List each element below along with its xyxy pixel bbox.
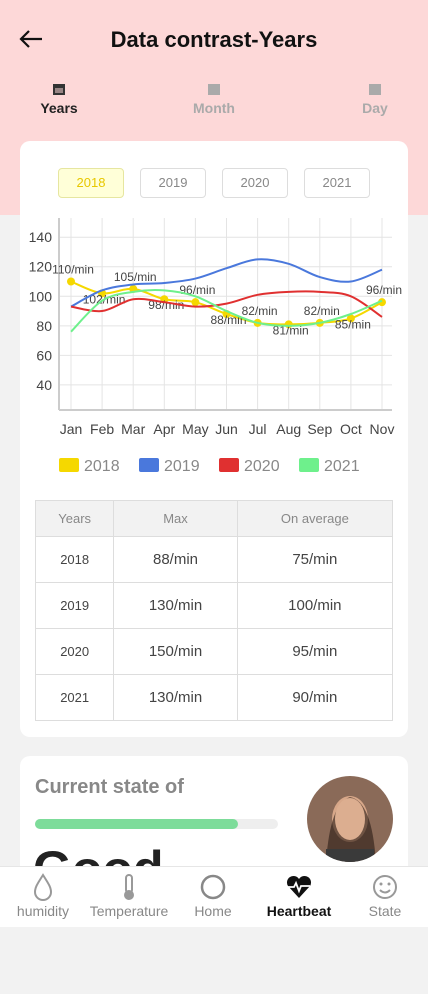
- chart: 40 60 80 100 120 140 Jan Feb Mar Apr May Jun Jul Aug S…: [29, 218, 402, 475]
- legend-label: 2019: [164, 458, 200, 475]
- table-row: 2019 130/min 100/min: [34, 582, 394, 629]
- nav-item[interactable]: humidity: [0, 873, 86, 919]
- table-row: 2018 88/min 75/min: [34, 536, 394, 583]
- data-label: 96/min: [179, 283, 215, 297]
- legend-swatch: [299, 458, 319, 472]
- header-cell: On average: [236, 500, 394, 537]
- x-tick-label: May: [182, 421, 208, 437]
- x-tick-label: Sep: [307, 421, 332, 437]
- legend-swatch: [59, 458, 79, 472]
- data-label: 105/min: [114, 270, 157, 284]
- series-line: [70, 289, 383, 333]
- data-label: 96/min: [366, 283, 402, 297]
- legend-swatch: [219, 458, 239, 472]
- legend-swatch: [139, 458, 159, 472]
- cell: 130/min: [113, 674, 238, 721]
- header-cell: Years: [34, 500, 115, 537]
- y-tick-label: 60: [36, 347, 52, 363]
- x-tick-label: Oct: [340, 421, 362, 437]
- header-cell: Max: [113, 500, 238, 537]
- y-tick-label: 100: [29, 288, 53, 304]
- cell: 2019: [34, 582, 115, 629]
- legend-label: 2018: [84, 458, 120, 475]
- x-tick-label: Feb: [90, 421, 114, 437]
- x-tick-label: Mar: [121, 421, 145, 437]
- nav-label: humidity: [16, 903, 70, 919]
- table-row: 2020 150/min 95/min: [34, 628, 394, 675]
- y-tick-label: 140: [29, 229, 53, 245]
- table-row: 2021 130/min 90/min: [34, 674, 394, 721]
- bottom-nav: humidity Temperature Home Heartbeat Stat…: [0, 866, 428, 927]
- data-table: Years Max On average 2018 88/min 75/min 2019…: [34, 500, 394, 721]
- nav-item[interactable]: Home: [170, 873, 256, 919]
- data-point: [191, 298, 200, 307]
- cell: 2021: [34, 674, 115, 721]
- nav-item[interactable]: State: [342, 873, 428, 919]
- nav-label: State: [368, 903, 402, 919]
- x-tick-label: Nov: [370, 421, 395, 437]
- cell: 100/min: [236, 582, 394, 629]
- page-title: Data contrast-Years: [110, 27, 318, 52]
- x-tick-label: Jan: [60, 421, 83, 437]
- year-button[interactable]: 2020: [222, 168, 288, 198]
- data-label: 81/min: [273, 323, 309, 337]
- year-button[interactable]: 2019: [140, 168, 206, 198]
- progress-track: [35, 819, 278, 829]
- cell: 95/min: [236, 628, 394, 675]
- x-tick-label: Jul: [249, 421, 267, 437]
- y-tick-label: 120: [29, 259, 53, 275]
- data-point: [378, 298, 386, 307]
- tab-label: Month: [193, 100, 235, 116]
- nav-label: Temperature: [89, 903, 169, 919]
- x-tick-label: Jun: [215, 421, 238, 437]
- legend-label: 2020: [244, 458, 280, 475]
- data-point: [67, 277, 75, 286]
- cell: 88/min: [113, 536, 238, 583]
- data-label: 85/min: [335, 317, 371, 331]
- state-title: Current state of: [35, 776, 184, 798]
- year-button[interactable]: 2021: [304, 168, 370, 198]
- tab-label: Day: [362, 100, 388, 116]
- data-point: [346, 314, 355, 323]
- nav-item[interactable]: Temperature: [86, 873, 172, 919]
- nav-label: Home: [194, 903, 232, 919]
- cell: 2018: [34, 536, 115, 583]
- back-button[interactable]: [18, 28, 44, 50]
- cell: 2020: [34, 628, 115, 675]
- cell: 130/min: [113, 582, 238, 629]
- y-tick-label: 80: [36, 318, 52, 334]
- nav-label: Heartbeat: [266, 903, 332, 919]
- tab-label: Years: [40, 100, 78, 116]
- nav-item[interactable]: Heartbeat: [256, 873, 342, 919]
- series-line: [70, 290, 383, 318]
- x-tick-label: Apr: [153, 421, 175, 437]
- series-line: [70, 258, 383, 308]
- cell: 150/min: [113, 628, 238, 675]
- table-header: Years Max On average: [34, 500, 394, 537]
- tab[interactable]: Years: [14, 82, 104, 116]
- year-button[interactable]: 2018: [58, 168, 124, 198]
- avatar: [307, 776, 393, 862]
- y-tick-label: 40: [36, 377, 52, 393]
- tab[interactable]: Day: [330, 82, 420, 116]
- cell: 75/min: [236, 536, 394, 583]
- x-tick-label: Aug: [276, 421, 301, 437]
- legend-label: 2021: [324, 458, 360, 475]
- progress-fill: [35, 819, 238, 829]
- cell: 90/min: [236, 674, 394, 721]
- data-label: 82/min: [242, 304, 278, 318]
- data-label: 110/min: [52, 263, 94, 277]
- data-label: 82/min: [304, 304, 340, 318]
- tab[interactable]: Month: [169, 82, 259, 116]
